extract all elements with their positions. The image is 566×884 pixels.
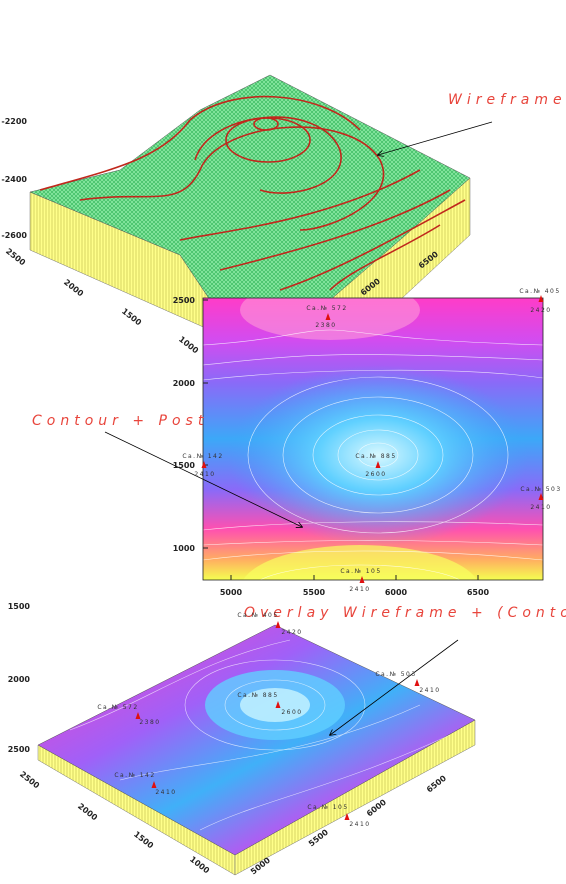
- post-name: Ca.№ 572: [306, 305, 347, 312]
- arrows: [104, 121, 493, 735]
- tick-label: 2000: [8, 675, 31, 684]
- post-marker: [344, 813, 350, 820]
- post-name: Ca.№ 885: [237, 692, 278, 699]
- annotation: Wireframe: [448, 92, 566, 108]
- post-marker: [359, 576, 365, 583]
- tick-label: 5500: [303, 588, 326, 597]
- post-value: 2600: [281, 709, 302, 716]
- post-name: Ca.№ 105: [307, 804, 348, 811]
- post-marker: [275, 621, 281, 628]
- tick-label: 1000: [177, 335, 200, 356]
- post-value: 2410: [155, 789, 176, 796]
- post-name: Ca.№ 405: [237, 612, 278, 619]
- post-value: 2420: [281, 629, 302, 636]
- tick-label: 1500: [132, 830, 155, 851]
- tick-label: 2000: [62, 278, 85, 299]
- post-value: 2420: [530, 307, 551, 314]
- post-name: Ca.№ 405: [519, 288, 560, 295]
- tick-label: 1500: [120, 307, 143, 328]
- post-marker: [201, 461, 207, 468]
- post-value: 2410: [349, 586, 370, 593]
- post-marker: [538, 493, 544, 500]
- wireframe-surface: [29, 74, 471, 331]
- post-name: Ca.№ 572: [97, 704, 138, 711]
- tick-label: 1500: [173, 461, 196, 470]
- post-name: Ca.№ 885: [355, 453, 396, 460]
- post-marker: [135, 712, 141, 719]
- annotation: Contour + Post: [32, 413, 208, 429]
- post-marker: [151, 781, 157, 788]
- post-marker: [538, 295, 544, 302]
- post-value: 2410: [530, 504, 551, 511]
- post-value: 2410: [349, 821, 370, 828]
- post-name: Ca.№ 142: [182, 453, 223, 460]
- tick-label: 2000: [173, 379, 196, 388]
- post-marker: [325, 313, 331, 320]
- tick-label: 2500: [18, 770, 41, 791]
- post-value: 2410: [194, 471, 215, 478]
- tick-label: 2500: [173, 296, 196, 305]
- tick-label: -2600: [1, 231, 27, 240]
- tick-label: 2500: [8, 745, 31, 754]
- post-marker: [375, 461, 381, 468]
- post-marker: [414, 679, 420, 686]
- post-value: 2600: [365, 471, 386, 478]
- post-value: 2380: [139, 719, 160, 726]
- post-value: 2410: [419, 687, 440, 694]
- tick-label: 1000: [173, 544, 196, 553]
- post-name: Ca.№ 105: [340, 568, 381, 575]
- post-marker: [275, 701, 281, 708]
- tick-label: 1500: [8, 602, 31, 611]
- tick-label: 5000: [220, 588, 243, 597]
- tick-label: 6000: [385, 588, 408, 597]
- tick-label: 2500: [4, 247, 27, 268]
- tick-label: -2200: [1, 117, 27, 126]
- tick-label: 6500: [467, 588, 490, 597]
- tick-label: 2000: [76, 802, 99, 823]
- overlay-surface: [37, 624, 476, 876]
- post-value: 2380: [315, 322, 336, 329]
- post-name: Ca.№ 503: [375, 671, 416, 678]
- annotation: Overlay Wireframe + (Contour + Post): [244, 605, 566, 621]
- tick-label: 6500: [425, 773, 448, 794]
- post-name: Ca.№ 142: [114, 772, 155, 779]
- post-name: Ca.№ 503: [520, 486, 561, 493]
- tick-label: -2400: [1, 175, 27, 184]
